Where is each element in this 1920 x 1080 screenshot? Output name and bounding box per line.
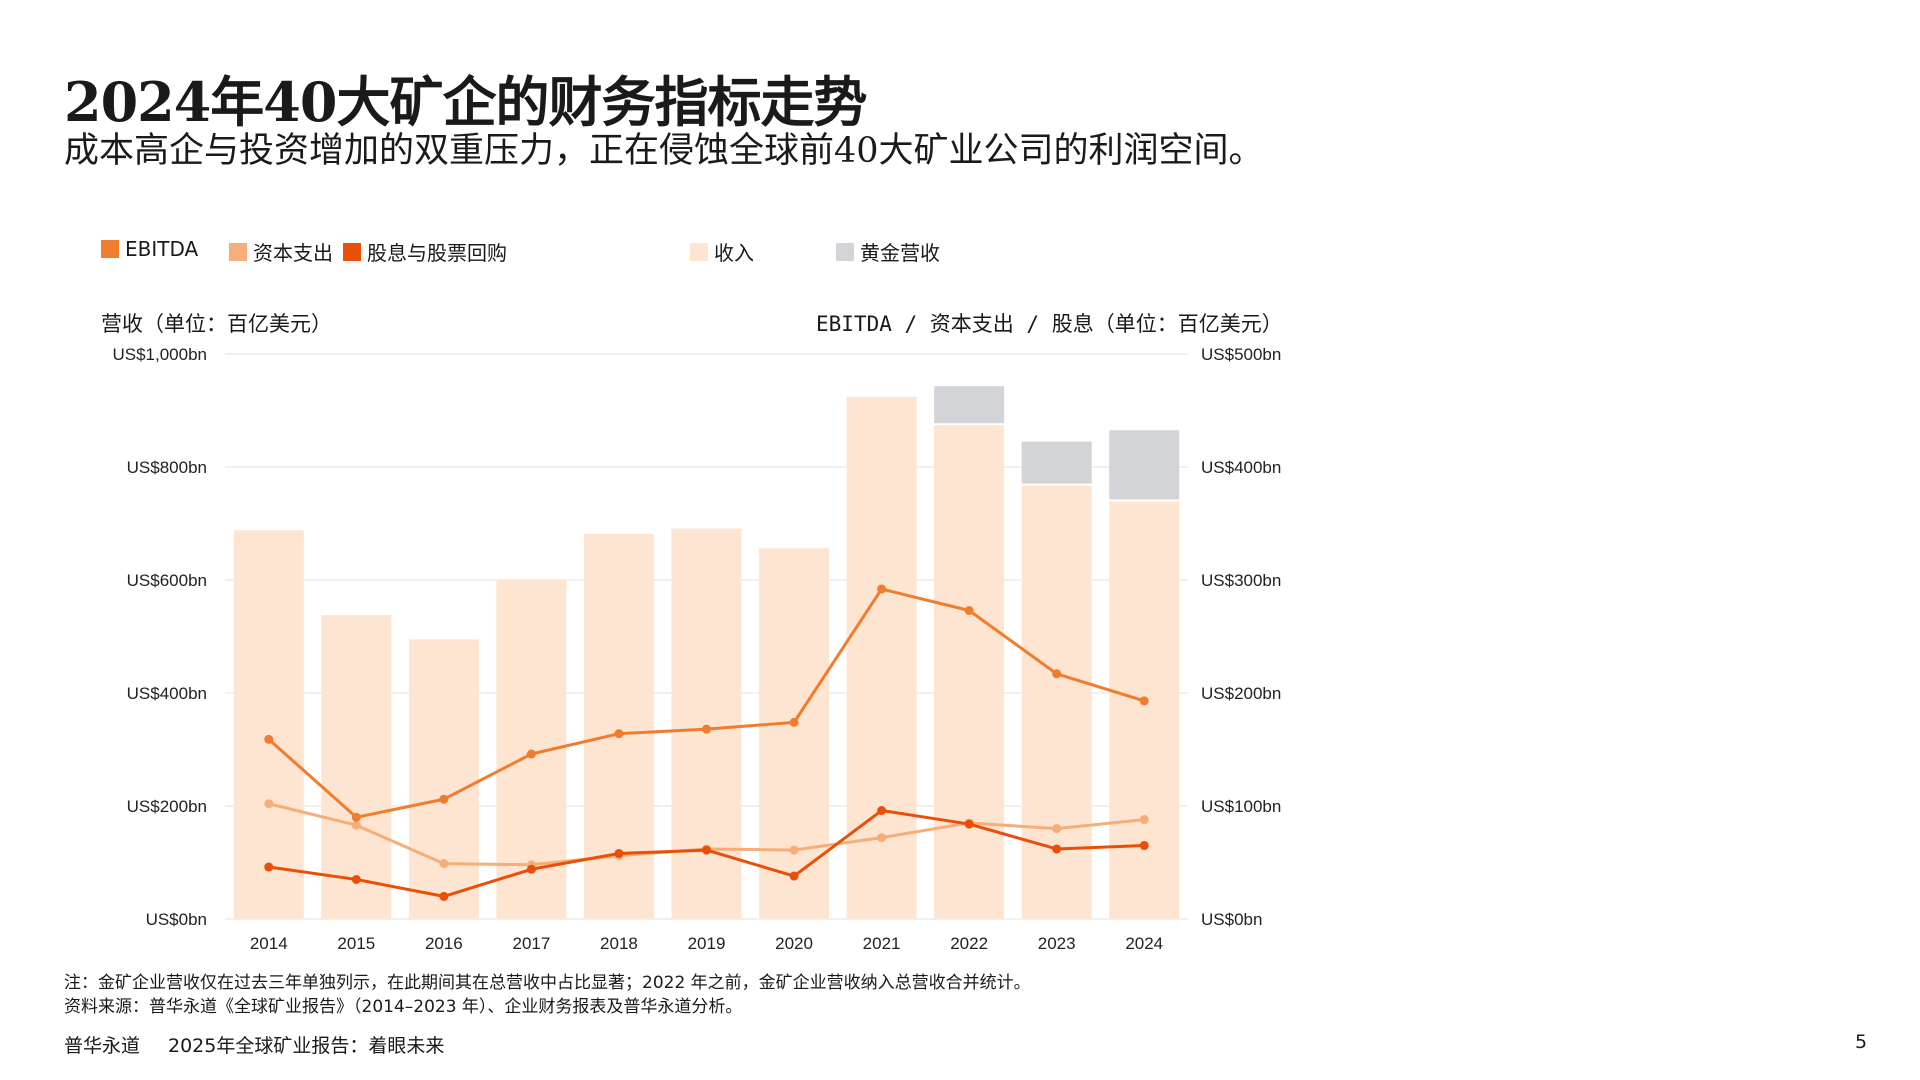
right-axis-tick-label: US$100bn xyxy=(1201,797,1281,816)
left-axis-tick-label: US$200bn xyxy=(127,797,207,816)
series-point-0 xyxy=(877,584,887,594)
left-axis-tick-label: US$1,000bn xyxy=(112,345,207,364)
chart-source: 资料来源：普华永道《全球矿业报告》（2014–2023 年）、企业财务报表及普华… xyxy=(64,997,743,1017)
right-axis-tick-label: US$500bn xyxy=(1201,345,1281,364)
legend-label: EBITDA xyxy=(125,237,199,261)
x-axis-tick-label: 2023 xyxy=(1038,934,1076,953)
revenue-bar xyxy=(321,615,392,919)
x-axis-tick-label: 2019 xyxy=(688,934,726,953)
series-point-0 xyxy=(1139,696,1149,706)
legend-revenue: 收入 xyxy=(690,237,754,266)
legend-label: 股息与股票回购 xyxy=(367,241,507,265)
series-point-2 xyxy=(614,848,624,858)
legend-label: 收入 xyxy=(714,241,754,265)
series-point-0 xyxy=(964,606,974,616)
footer-brand: 普华永道 xyxy=(64,1035,141,1057)
revenue-bar xyxy=(1021,485,1092,919)
legend-swatch xyxy=(101,240,119,258)
series-point-2 xyxy=(877,806,887,816)
x-axis-tick-label: 2014 xyxy=(250,934,288,953)
revenue-bar xyxy=(408,639,479,919)
series-point-0 xyxy=(1052,669,1062,679)
revenue-bar xyxy=(1109,501,1180,919)
series-point-1 xyxy=(789,845,799,855)
legend-label: 资本支出 xyxy=(253,241,333,265)
gold-revenue-bar xyxy=(934,386,1005,424)
series-point-0 xyxy=(264,734,274,744)
legend-swatch xyxy=(836,242,854,261)
revenue-bar xyxy=(759,548,830,919)
legend-gold-revenue: 黄金营收 xyxy=(836,237,940,266)
series-point-2 xyxy=(702,845,711,855)
series-point-2 xyxy=(1052,844,1062,854)
revenue-bar xyxy=(583,533,654,919)
legend-label: 黄金营收 xyxy=(860,241,940,265)
revenue-bar xyxy=(934,425,1005,919)
revenue-bar xyxy=(846,396,917,919)
series-point-1 xyxy=(1139,815,1149,825)
left-axis-title: 营收（单位：百亿美元） xyxy=(101,312,332,336)
series-point-2 xyxy=(264,862,274,872)
gold-revenue-bar xyxy=(1109,430,1180,500)
left-axis-tick-label: US$0bn xyxy=(146,910,207,929)
revenue-bar xyxy=(671,528,742,919)
series-point-2 xyxy=(439,891,449,901)
series-point-1 xyxy=(877,833,887,843)
chart-note: 注：金矿企业营收仅在过去三年单独列示，在此期间其在总营收中占比显著；2022 年… xyxy=(64,973,1031,993)
legend-swatch xyxy=(343,242,361,261)
series-point-2 xyxy=(964,819,974,829)
series-point-2 xyxy=(789,871,799,881)
x-axis-tick-label: 2018 xyxy=(600,934,638,953)
page-subtitle: 成本高企与投资增加的双重压力，正在侵蚀全球前40大矿业公司的利润空间。 xyxy=(64,131,1264,171)
left-axis-tick-label: US$400bn xyxy=(127,684,207,703)
x-axis-tick-label: 2024 xyxy=(1125,934,1163,953)
right-axis-tick-label: US$300bn xyxy=(1201,571,1281,590)
revenue-bar xyxy=(233,530,304,919)
series-point-1 xyxy=(264,799,274,809)
legend-swatch xyxy=(229,242,247,261)
x-axis-tick-label: 2020 xyxy=(775,934,813,953)
series-point-2 xyxy=(1139,841,1149,851)
series-point-0 xyxy=(789,717,799,727)
series-point-0 xyxy=(702,724,711,734)
right-axis-tick-label: US$200bn xyxy=(1201,684,1281,703)
x-axis-tick-label: 2016 xyxy=(425,934,463,953)
series-point-2 xyxy=(526,864,536,874)
series-point-1 xyxy=(1052,824,1062,834)
x-axis-tick-label: 2022 xyxy=(950,934,988,953)
series-point-2 xyxy=(351,874,361,884)
legend-dividends: 股息与股票回购 xyxy=(343,237,507,266)
legend-ebitda: EBITDA xyxy=(101,237,198,261)
x-axis-tick-label: 2015 xyxy=(337,934,375,953)
right-axis-tick-label: US$400bn xyxy=(1201,458,1281,477)
footer-report-title: 2025年全球矿业报告：着眼未来 xyxy=(168,1035,445,1057)
series-point-0 xyxy=(614,729,624,739)
legend-swatch xyxy=(690,242,708,261)
gold-revenue-bar xyxy=(1021,441,1092,484)
series-point-0 xyxy=(526,749,536,759)
series-point-0 xyxy=(439,794,449,804)
legend-capex: 资本支出 xyxy=(229,237,333,266)
left-axis-tick-label: US$600bn xyxy=(127,571,207,590)
series-point-0 xyxy=(351,812,361,822)
right-axis-tick-label: US$0bn xyxy=(1201,910,1262,929)
series-point-1 xyxy=(351,820,361,830)
right-axis-title: EBITDA / 资本支出 / 股息（单位：百亿美元） xyxy=(816,312,1283,336)
left-axis-tick-label: US$800bn xyxy=(127,458,207,477)
x-axis-tick-label: 2021 xyxy=(863,934,901,953)
x-axis-tick-label: 2017 xyxy=(512,934,550,953)
page-title: 2024年40大矿企的财务指标走势 xyxy=(64,70,867,134)
page-number: 5 xyxy=(1855,1031,1868,1053)
series-point-1 xyxy=(439,859,449,869)
